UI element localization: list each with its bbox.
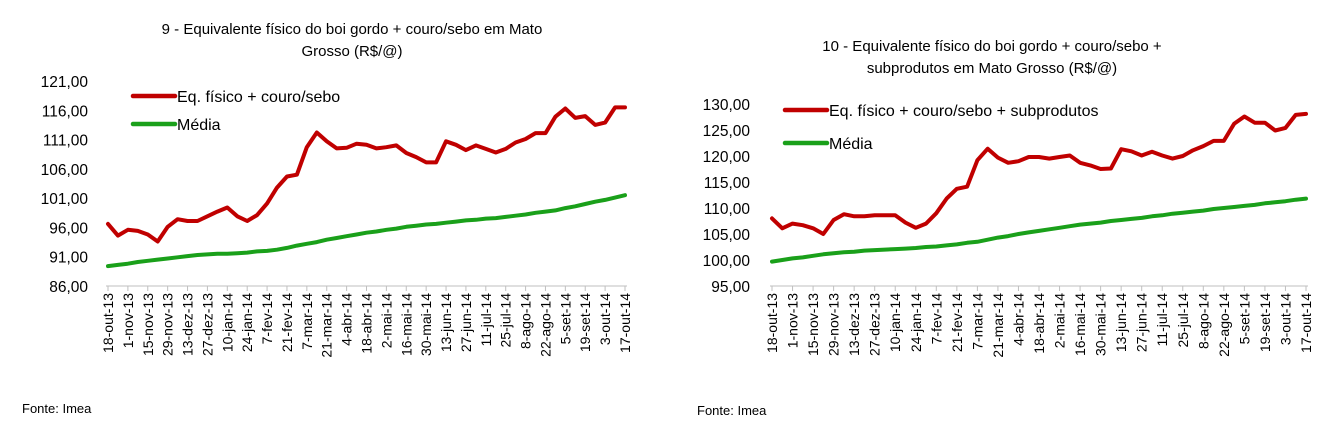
x-tick-label: 4-abr-14 — [1010, 293, 1026, 346]
x-tick-label: 5-set-14 — [557, 293, 573, 345]
x-tick-label: 21-mar-14 — [990, 293, 1006, 358]
x-tick-label: 8-ago-14 — [518, 293, 534, 349]
x-tick-label: 13-jun-14 — [438, 293, 454, 352]
x-tick-label: 18-out-13 — [764, 293, 780, 353]
series-line-eq-fisico — [770, 111, 1308, 236]
y-tick-label: 110,00 — [704, 201, 751, 218]
x-tick-label: 21-fev-14 — [279, 293, 295, 352]
x-tick-label: 29-nov-13 — [160, 293, 176, 356]
y-tick-label: 116,00 — [42, 103, 89, 120]
x-tick-label: 18-abr-14 — [1031, 293, 1047, 354]
x-tick-label: 1-nov-13 — [785, 293, 801, 348]
x-tick-label: 29-nov-13 — [826, 293, 842, 356]
x-tick-label: 10-jan-14 — [219, 293, 235, 352]
x-tick-label: 27-jun-14 — [1134, 293, 1150, 352]
y-tick-label: 130,00 — [703, 97, 751, 114]
x-tick-label: 13-dez-13 — [846, 293, 862, 356]
x-tick-label: 8-ago-14 — [1195, 293, 1211, 349]
x-tick-label: 19-set-14 — [1257, 293, 1273, 352]
x-tick-label: 24-jan-14 — [239, 293, 255, 352]
x-tick-label: 3-out-14 — [597, 293, 613, 345]
x-tick-label: 22-ago-14 — [537, 293, 553, 357]
x-tick-label: 15-nov-13 — [140, 293, 156, 356]
x-tick-label: 3-out-14 — [1277, 293, 1293, 345]
y-tick-label: 101,00 — [41, 191, 89, 208]
x-tick-label: 2-mai-14 — [1052, 293, 1068, 348]
x-tick-label: 17-out-14 — [617, 293, 633, 353]
x-tick-label: 30-mai-14 — [1093, 293, 1109, 356]
x-tick-label: 7-mar-14 — [299, 293, 315, 350]
legend-label: Média — [177, 117, 221, 134]
y-tick-label: 106,00 — [41, 162, 89, 179]
x-tick-label: 21-fev-14 — [949, 293, 965, 352]
x-tick-label: 17-out-14 — [1298, 293, 1314, 353]
x-tick-label: 7-mar-14 — [969, 293, 985, 350]
y-tick-label: 95,00 — [711, 279, 750, 296]
x-tick-label: 24-jan-14 — [908, 293, 924, 352]
x-tick-label: 7-fev-14 — [928, 293, 944, 345]
x-tick-label: 18-abr-14 — [359, 293, 375, 354]
chart-title: Grosso (R$/@) — [301, 43, 402, 60]
x-tick-label: 22-ago-14 — [1216, 293, 1232, 357]
x-tick-label: 2-mai-14 — [378, 293, 394, 348]
source-note: Fonte: Imea — [22, 401, 92, 416]
x-tick-label: 21-mar-14 — [319, 293, 335, 358]
y-tick-label: 86,00 — [49, 279, 88, 296]
x-tick-label: 25-jul-14 — [1175, 293, 1191, 348]
x-tick-label: 13-dez-13 — [180, 293, 196, 356]
y-tick-label: 121,00 — [41, 74, 89, 91]
y-tick-label: 111,00 — [43, 133, 88, 150]
x-tick-label: 10-jan-14 — [887, 293, 903, 352]
x-tick-label: 25-jul-14 — [498, 293, 514, 348]
x-tick-label: 15-nov-13 — [805, 293, 821, 356]
source-note: Fonte: Imea — [697, 403, 767, 418]
x-tick-label: 16-mai-14 — [398, 293, 414, 356]
chart-10: 10 - Equivalente físico do boi gordo + c… — [697, 38, 1314, 418]
x-tick-label: 5-set-14 — [1236, 293, 1252, 345]
x-tick-label: 7-fev-14 — [259, 293, 275, 345]
x-tick-label: 27-dez-13 — [199, 293, 215, 356]
x-tick-label: 27-jun-14 — [458, 293, 474, 352]
x-tick-label: 18-out-13 — [100, 293, 116, 353]
legend-label: Eq. físico + couro/sebo — [177, 89, 340, 106]
chart-9: 9 - Equivalente físico do boi gordo + co… — [22, 21, 633, 416]
y-tick-label: 100,00 — [703, 253, 751, 270]
legend-label: Média — [829, 136, 873, 153]
x-tick-label: 11-jul-14 — [478, 293, 494, 347]
x-tick-label: 11-jul-14 — [1154, 293, 1170, 347]
x-tick-label: 1-nov-13 — [120, 293, 136, 348]
x-tick-label: 13-jun-14 — [1113, 293, 1129, 352]
x-tick-label: 4-abr-14 — [339, 293, 355, 346]
x-tick-label: 30-mai-14 — [418, 293, 434, 356]
x-tick-label: 19-set-14 — [577, 293, 593, 352]
y-tick-label: 91,00 — [49, 250, 88, 267]
y-tick-label: 120,00 — [703, 149, 751, 166]
chart-title: 9 - Equivalente físico do boi gordo + co… — [162, 21, 543, 38]
chart-title: 10 - Equivalente físico do boi gordo + c… — [822, 38, 1162, 55]
y-tick-label: 125,00 — [703, 123, 751, 140]
legend-label: Eq. físico + couro/sebo + subprodutos — [829, 103, 1099, 120]
y-tick-label: 115,00 — [704, 175, 751, 192]
series-line-media — [770, 196, 1308, 264]
x-tick-label: 27-dez-13 — [867, 293, 883, 356]
series-line-media — [106, 193, 627, 269]
x-tick-label: 16-mai-14 — [1072, 293, 1088, 356]
y-tick-label: 96,00 — [49, 220, 88, 237]
chart-title: subprodutos em Mato Grosso (R$/@) — [867, 60, 1117, 77]
y-tick-label: 105,00 — [703, 227, 751, 244]
